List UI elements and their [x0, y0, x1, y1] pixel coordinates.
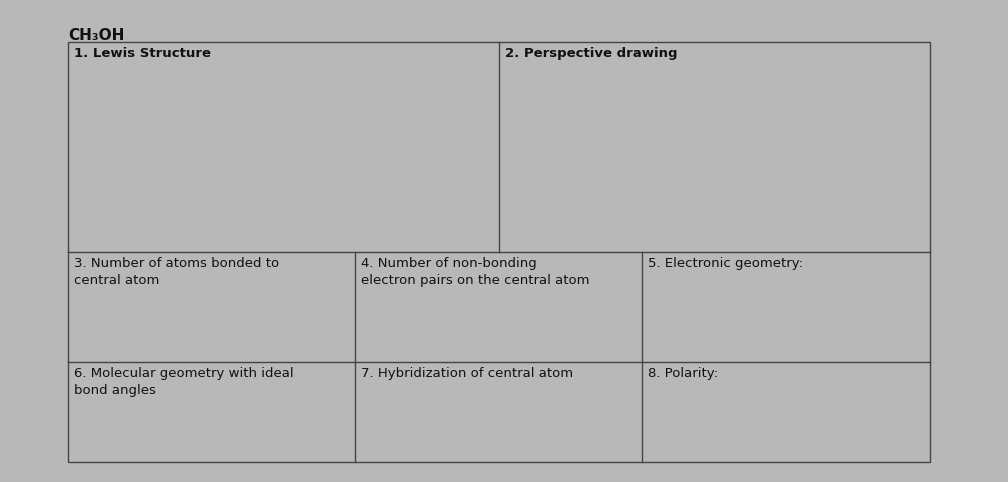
Text: 8. Polarity:: 8. Polarity:	[648, 367, 718, 380]
Text: 5. Electronic geometry:: 5. Electronic geometry:	[648, 257, 803, 270]
Bar	[68, 42, 930, 462]
Text: 3. Number of atoms bonded to
central atom: 3. Number of atoms bonded to central ato…	[74, 257, 279, 287]
Text: 4. Number of non-bonding
electron pairs on the central atom: 4. Number of non-bonding electron pairs …	[361, 257, 590, 287]
Text: 7. Hybridization of central atom: 7. Hybridization of central atom	[361, 367, 574, 380]
Text: CH₃OH: CH₃OH	[68, 28, 124, 43]
Text: 2. Perspective drawing: 2. Perspective drawing	[505, 47, 677, 60]
Text: 6. Molecular geometry with ideal
bond angles: 6. Molecular geometry with ideal bond an…	[74, 367, 293, 397]
Text: 1. Lewis Structure: 1. Lewis Structure	[74, 47, 211, 60]
